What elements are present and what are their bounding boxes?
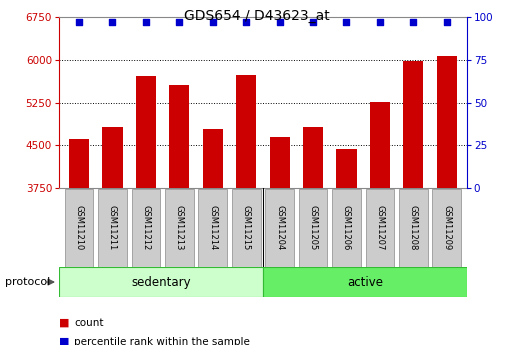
Bar <box>337 149 357 345</box>
Point <box>142 20 150 25</box>
Point <box>108 20 116 25</box>
Point <box>309 20 317 25</box>
Point <box>342 20 350 25</box>
Bar <box>136 76 156 345</box>
Text: GSM11205: GSM11205 <box>308 205 318 250</box>
FancyBboxPatch shape <box>432 189 461 267</box>
FancyBboxPatch shape <box>399 189 428 267</box>
FancyBboxPatch shape <box>98 189 127 267</box>
Point <box>376 20 384 25</box>
FancyBboxPatch shape <box>299 189 327 267</box>
Bar <box>270 137 290 345</box>
Text: GSM11206: GSM11206 <box>342 205 351 250</box>
Text: count: count <box>74 318 104 327</box>
FancyBboxPatch shape <box>65 189 93 267</box>
Point <box>443 20 451 25</box>
Bar <box>203 129 223 345</box>
Bar <box>370 102 390 345</box>
Text: GSM11208: GSM11208 <box>409 205 418 250</box>
FancyBboxPatch shape <box>366 189 394 267</box>
Point <box>409 20 418 25</box>
Point <box>242 20 250 25</box>
Text: active: active <box>347 276 383 289</box>
Bar <box>303 127 323 345</box>
Bar <box>236 75 256 345</box>
Bar <box>169 85 189 345</box>
FancyBboxPatch shape <box>199 189 227 267</box>
Text: GSM11213: GSM11213 <box>175 205 184 250</box>
FancyBboxPatch shape <box>263 267 467 297</box>
Text: GSM11212: GSM11212 <box>142 205 150 250</box>
Text: ■: ■ <box>59 337 69 345</box>
Point <box>275 20 284 25</box>
FancyBboxPatch shape <box>332 189 361 267</box>
FancyBboxPatch shape <box>165 189 194 267</box>
FancyBboxPatch shape <box>131 189 160 267</box>
Point <box>75 20 83 25</box>
Text: GDS654 / D43623_at: GDS654 / D43623_at <box>184 9 329 23</box>
Text: GSM11215: GSM11215 <box>242 205 251 250</box>
FancyBboxPatch shape <box>265 189 294 267</box>
Bar <box>103 127 123 345</box>
FancyBboxPatch shape <box>59 267 263 297</box>
Text: GSM11207: GSM11207 <box>376 205 384 250</box>
Text: GSM11204: GSM11204 <box>275 205 284 250</box>
Text: GSM11214: GSM11214 <box>208 205 218 250</box>
Point <box>175 20 184 25</box>
Text: sedentary: sedentary <box>131 276 191 289</box>
Point <box>209 20 217 25</box>
Bar <box>437 56 457 345</box>
Text: protocol: protocol <box>5 277 50 287</box>
Text: GSM11211: GSM11211 <box>108 205 117 250</box>
Text: ■: ■ <box>59 318 69 327</box>
Bar <box>69 138 89 345</box>
Bar <box>403 61 423 345</box>
Text: percentile rank within the sample: percentile rank within the sample <box>74 337 250 345</box>
FancyBboxPatch shape <box>232 189 261 267</box>
Text: GSM11209: GSM11209 <box>442 205 451 250</box>
Text: GSM11210: GSM11210 <box>74 205 84 250</box>
